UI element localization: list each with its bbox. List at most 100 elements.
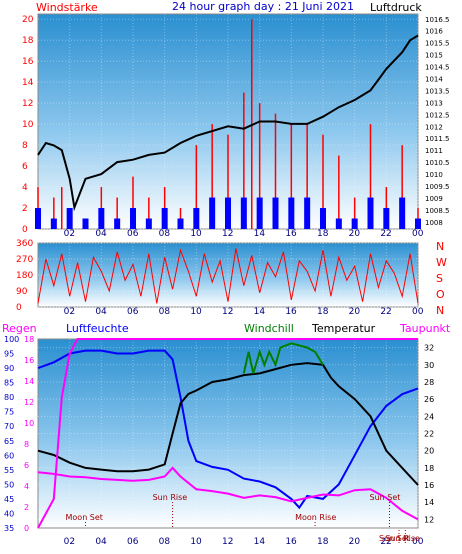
- luftdruck-label: Luftdruck: [370, 1, 422, 14]
- temp-tick-label: 30: [424, 361, 434, 370]
- mean-wind-bar: [288, 197, 295, 229]
- humidity-tick-label: 35: [4, 524, 14, 533]
- x-tick-label: 08: [159, 307, 171, 317]
- mean-wind-bar: [256, 197, 263, 229]
- direction-tick-label: 270: [16, 255, 33, 265]
- x-tick-label: 12: [222, 229, 233, 239]
- wind-tick-label: 14: [22, 78, 34, 88]
- legend-windchill: Windchill: [244, 322, 294, 335]
- x-tick-label: 22: [380, 229, 391, 239]
- x-tick-label: 22: [380, 307, 391, 317]
- mean-wind-bar: [193, 208, 200, 229]
- legend-regen: Regen: [2, 322, 37, 335]
- mean-wind-bar: [82, 218, 89, 229]
- temp-tick-label: 14: [424, 498, 434, 507]
- pressure-tick-label: 1013.5: [425, 87, 450, 95]
- astro-annotation: Moon Rise: [295, 513, 336, 522]
- x-tick-label: 06: [127, 537, 139, 547]
- mean-wind-bar: [50, 218, 57, 229]
- humidity-tick-label: 80: [4, 393, 14, 402]
- temp-tick-label: 28: [424, 378, 434, 387]
- series-regen-line: [37, 338, 418, 529]
- compass-label: N: [436, 304, 444, 317]
- wind-tick-label: 20: [22, 15, 34, 25]
- x-tick-label: 02: [64, 307, 75, 317]
- pressure-tick-label: 1012: [425, 123, 443, 131]
- direction-tick-label: 90: [16, 287, 28, 297]
- x-tick-label: 12: [222, 307, 233, 317]
- wind-tick-label: 6: [22, 162, 28, 172]
- pressure-tick-label: 1009: [425, 195, 443, 203]
- x-tick-label: 14: [254, 537, 266, 547]
- compass-label: O: [436, 288, 445, 301]
- humidity-tick-label: 90: [4, 364, 14, 373]
- wind-tick-label: 16: [22, 57, 34, 67]
- mean-wind-bar: [240, 197, 247, 229]
- humidity-tick-label: 85: [4, 379, 14, 388]
- x-tick-label: 08: [159, 229, 171, 239]
- humidity-tick-label: 55: [4, 466, 14, 475]
- pressure-tick-label: 1016.5: [425, 16, 450, 24]
- mean-wind-bar: [415, 218, 421, 229]
- astro-annotation: Sun Set: [379, 534, 410, 543]
- x-tick-label: 04: [95, 307, 107, 317]
- x-tick-label: 20: [349, 229, 361, 239]
- pressure-tick-label: 1015: [425, 52, 443, 60]
- rain-tick-label: 2: [24, 503, 29, 512]
- pressure-tick-label: 1008: [425, 219, 443, 227]
- x-tick-label: 08: [159, 537, 171, 547]
- astro-annotation: Moon Set: [66, 513, 103, 522]
- x-tick-label: 18: [317, 229, 329, 239]
- pressure-tick-label: 1010: [425, 171, 443, 179]
- compass-label: W: [436, 256, 447, 269]
- x-tick-label: 10: [190, 537, 202, 547]
- marks-layer: [35, 19, 421, 529]
- humidity-tick-label: 60: [4, 451, 14, 460]
- astro-annotation: Sun Set: [370, 493, 401, 502]
- humidity-tick-label: 40: [4, 509, 14, 518]
- pressure-tick-label: 1010.5: [425, 159, 450, 167]
- temp-tick-label: 22: [424, 430, 434, 439]
- temp-tick-label: 32: [424, 344, 434, 353]
- x-tick-label: 18: [317, 307, 329, 317]
- mean-wind-bar: [272, 197, 279, 229]
- x-tick-label: 00: [412, 307, 424, 317]
- astro-annotation: Sun Rise: [385, 534, 420, 543]
- mean-wind-bar: [225, 197, 231, 229]
- compass-label: S: [436, 272, 443, 285]
- wind-tick-label: 4: [22, 183, 28, 193]
- humidity-tick-label: 75: [4, 408, 14, 417]
- mean-wind-bar: [130, 208, 136, 229]
- temp-tick-label: 12: [424, 515, 434, 524]
- humidity-tick-label: 45: [4, 495, 14, 504]
- x-tick-label: 00: [412, 229, 424, 239]
- direction-line: [37, 248, 419, 304]
- rain-tick-label: 6: [24, 461, 29, 470]
- mean-wind-bar: [351, 218, 358, 229]
- mean-wind-bar: [209, 197, 216, 229]
- mean-wind-bar: [66, 208, 73, 229]
- temp-tick-label: 18: [424, 464, 434, 473]
- pressure-line: [37, 34, 419, 212]
- x-tick-label: 02: [64, 537, 75, 547]
- pressure-tick-label: 1012.5: [425, 111, 450, 119]
- series-taupunkt-line: [37, 466, 419, 521]
- x-tick-label: 14: [254, 307, 266, 317]
- x-tick-label: 16: [285, 537, 297, 547]
- chart-title: 24 hour graph day : 21 Juni 2021: [172, 0, 354, 13]
- rain-tick-label: 0: [24, 524, 29, 533]
- mean-wind-bar: [383, 208, 390, 229]
- direction-tick-label: 360: [16, 239, 33, 249]
- pressure-tick-label: 1013: [425, 99, 443, 107]
- windstarke-label: Windstärke: [36, 1, 98, 14]
- temp-tick-label: 16: [424, 481, 434, 490]
- legend-temperatur: Temperatur: [311, 322, 376, 335]
- legend-luftfeuchte: Luftfeuchte: [66, 322, 129, 335]
- humidity-tick-label: 100: [4, 335, 19, 344]
- humidity-tick-label: 65: [4, 437, 14, 446]
- x-tick-label: 14: [254, 229, 266, 239]
- x-tick-label: 22: [380, 537, 391, 547]
- x-tick-label: 06: [127, 229, 139, 239]
